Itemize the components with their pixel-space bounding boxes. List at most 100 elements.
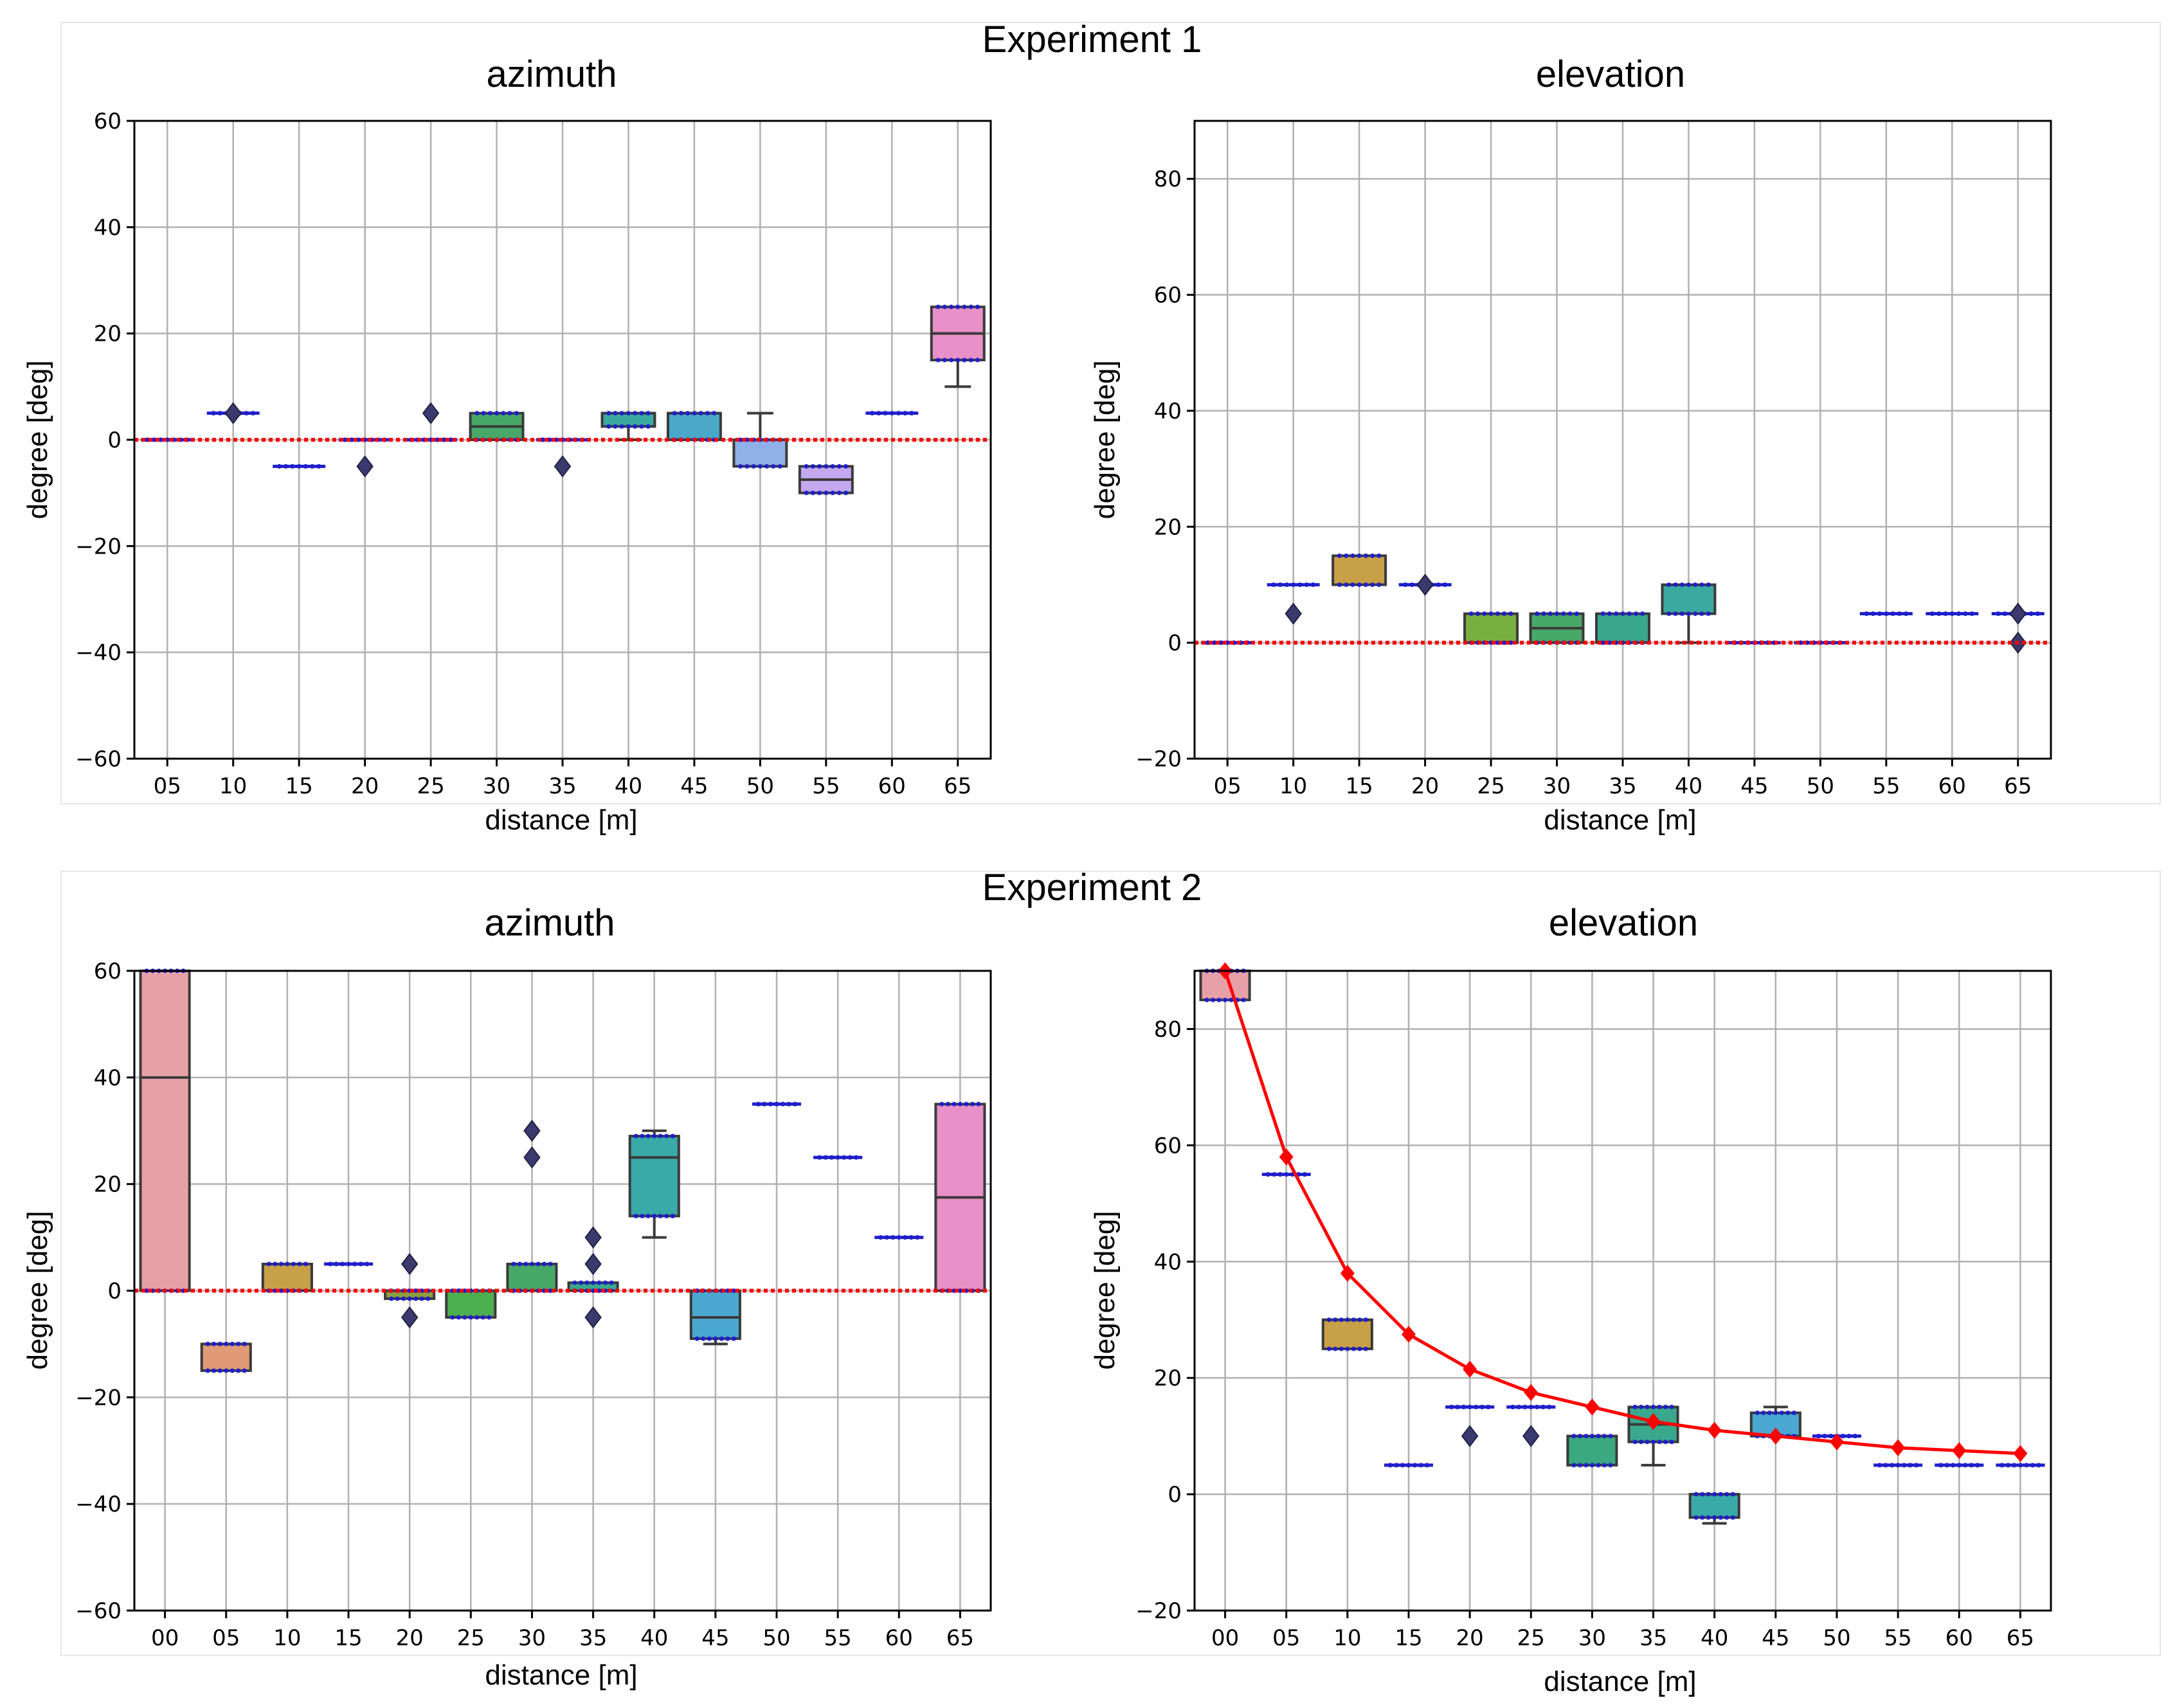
chart3-data-point (957, 1288, 962, 1293)
chart4-xtick-label-40: 40 (1701, 1625, 1728, 1651)
chart4-trend-marker (1340, 1265, 1355, 1282)
chart1-data-point (217, 411, 222, 416)
chart4-data-point (1326, 1346, 1331, 1351)
chart1-data-point (738, 464, 743, 469)
chart2-data-point (1877, 611, 1882, 617)
chart2-xtick-label-20: 20 (1411, 773, 1439, 799)
chart1-data-point (830, 464, 835, 469)
chart1-ytick-label: −60 (75, 746, 122, 772)
chart3-ytick-label: −60 (75, 1598, 122, 1624)
chart3-data-point (273, 1261, 278, 1267)
chart4-data-point (1773, 1410, 1778, 1415)
chart4-ytick-label: 80 (1154, 1016, 1182, 1042)
chart1-ytick-label: 40 (94, 215, 122, 240)
chart2-xtick-label-15: 15 (1346, 773, 1373, 799)
chart3-data-point (144, 1288, 149, 1293)
chart1-data-point (303, 464, 308, 469)
chart4-data-point (1706, 1492, 1711, 1497)
chart4-data-point (1908, 1463, 1913, 1468)
chart2-data-point (1212, 640, 1217, 646)
chart3-data-point (731, 1336, 736, 1341)
chart2-data-point (1357, 553, 1362, 558)
chart1-data-point (316, 464, 321, 469)
chart1-xtick-label-50: 50 (746, 773, 774, 799)
chart3-data-point (536, 1261, 541, 1267)
chart4-xtick-label-60: 60 (1945, 1625, 1973, 1651)
chart2-data-point (1996, 611, 2001, 617)
chart2-xtick-label-30: 30 (1543, 773, 1571, 799)
chart2-data-point (1870, 611, 1875, 617)
chart4-data-point (1449, 1404, 1454, 1409)
chart1-data-point (824, 464, 829, 469)
chart1-outlier (224, 402, 242, 424)
chart3-data-point (658, 1213, 663, 1218)
chart3-xtick-label-05: 05 (212, 1625, 240, 1651)
chart1-data-point (955, 304, 961, 309)
chart1-data-point (844, 491, 849, 496)
chart2-data-point (1666, 582, 1672, 587)
chart4-data-point (1969, 1463, 1974, 1468)
chart3-data-point (713, 1336, 718, 1341)
chart4-data-point (1351, 1317, 1356, 1323)
chart3-data-point (389, 1296, 394, 1301)
chart3-data-point (217, 1368, 222, 1373)
chart4-data-point (1645, 1404, 1650, 1409)
chart1-data-point (152, 437, 157, 442)
chart4-xtick-label-35: 35 (1639, 1625, 1667, 1651)
chart3-data-point (205, 1341, 210, 1346)
chart2-data-point (1508, 640, 1513, 646)
chart1-data-point (507, 411, 512, 416)
chart4-data-point (1577, 1463, 1582, 1468)
chart2-data-point (1666, 611, 1672, 617)
chart2-data-point (1344, 582, 1349, 587)
chart4-data-point (1345, 1346, 1350, 1351)
chart1-data-point (810, 491, 815, 496)
chart3-data-point (658, 1133, 663, 1139)
chart2-xtick-label-05: 05 (1214, 773, 1241, 799)
chart3-data-point (450, 1315, 455, 1320)
chart3-data-point (297, 1261, 302, 1267)
chart1-data-point (672, 411, 677, 416)
chart4-data-point (1223, 997, 1228, 1002)
chart3-data-point (548, 1288, 553, 1293)
chart2-xtick-label-45: 45 (1740, 773, 1768, 799)
chart4-data-point (1387, 1463, 1393, 1468)
chart2-data-point (1350, 553, 1355, 558)
chart1-xtick-label-15: 15 (285, 773, 313, 799)
chart4-data-point (1657, 1404, 1662, 1409)
chart1-data-point (442, 437, 447, 442)
chart4-data-point (1608, 1463, 1613, 1468)
chart3-data-point (242, 1368, 247, 1373)
chart4-trend-marker (1585, 1398, 1600, 1416)
chart4-data-point (1693, 1515, 1699, 1520)
chart2-xtick-label-50: 50 (1807, 773, 1834, 799)
chart2-data-point (1476, 611, 1481, 617)
chart1-data-point (942, 357, 947, 363)
chart2-xtick-label-35: 35 (1609, 773, 1636, 799)
chart2-data-point (1633, 611, 1638, 617)
chart4-data-point (1363, 1346, 1368, 1351)
chart3-ylabel: degree [deg] (22, 1211, 53, 1369)
chart4-trend-marker (1891, 1439, 1906, 1456)
chart1-xtick-label-20: 20 (351, 773, 379, 799)
chart4-data-point (1357, 1346, 1362, 1351)
chart3-data-point (762, 1101, 767, 1106)
chart1-title: azimuth (486, 53, 617, 95)
chart4-data-point (1571, 1434, 1576, 1439)
chart3-data-point (346, 1261, 351, 1267)
chart4-data-point (1516, 1404, 1521, 1409)
chart2-data-point (1357, 582, 1362, 587)
chart3-data-point (645, 1133, 651, 1139)
chart1-data-point (448, 437, 453, 442)
chart1-data-point (645, 411, 651, 416)
chart2-data-point (1442, 582, 1447, 587)
chart4-xtick-label-15: 15 (1394, 1625, 1422, 1651)
chart3-data-point (205, 1368, 210, 1373)
chart1-data-point (942, 304, 947, 309)
chart4-data-point (1584, 1463, 1589, 1468)
chart4-data-point (1700, 1515, 1705, 1520)
chart4-data-point (1853, 1434, 1858, 1439)
chart2-data-point (1969, 611, 1974, 617)
chart3-data-point (517, 1261, 522, 1267)
